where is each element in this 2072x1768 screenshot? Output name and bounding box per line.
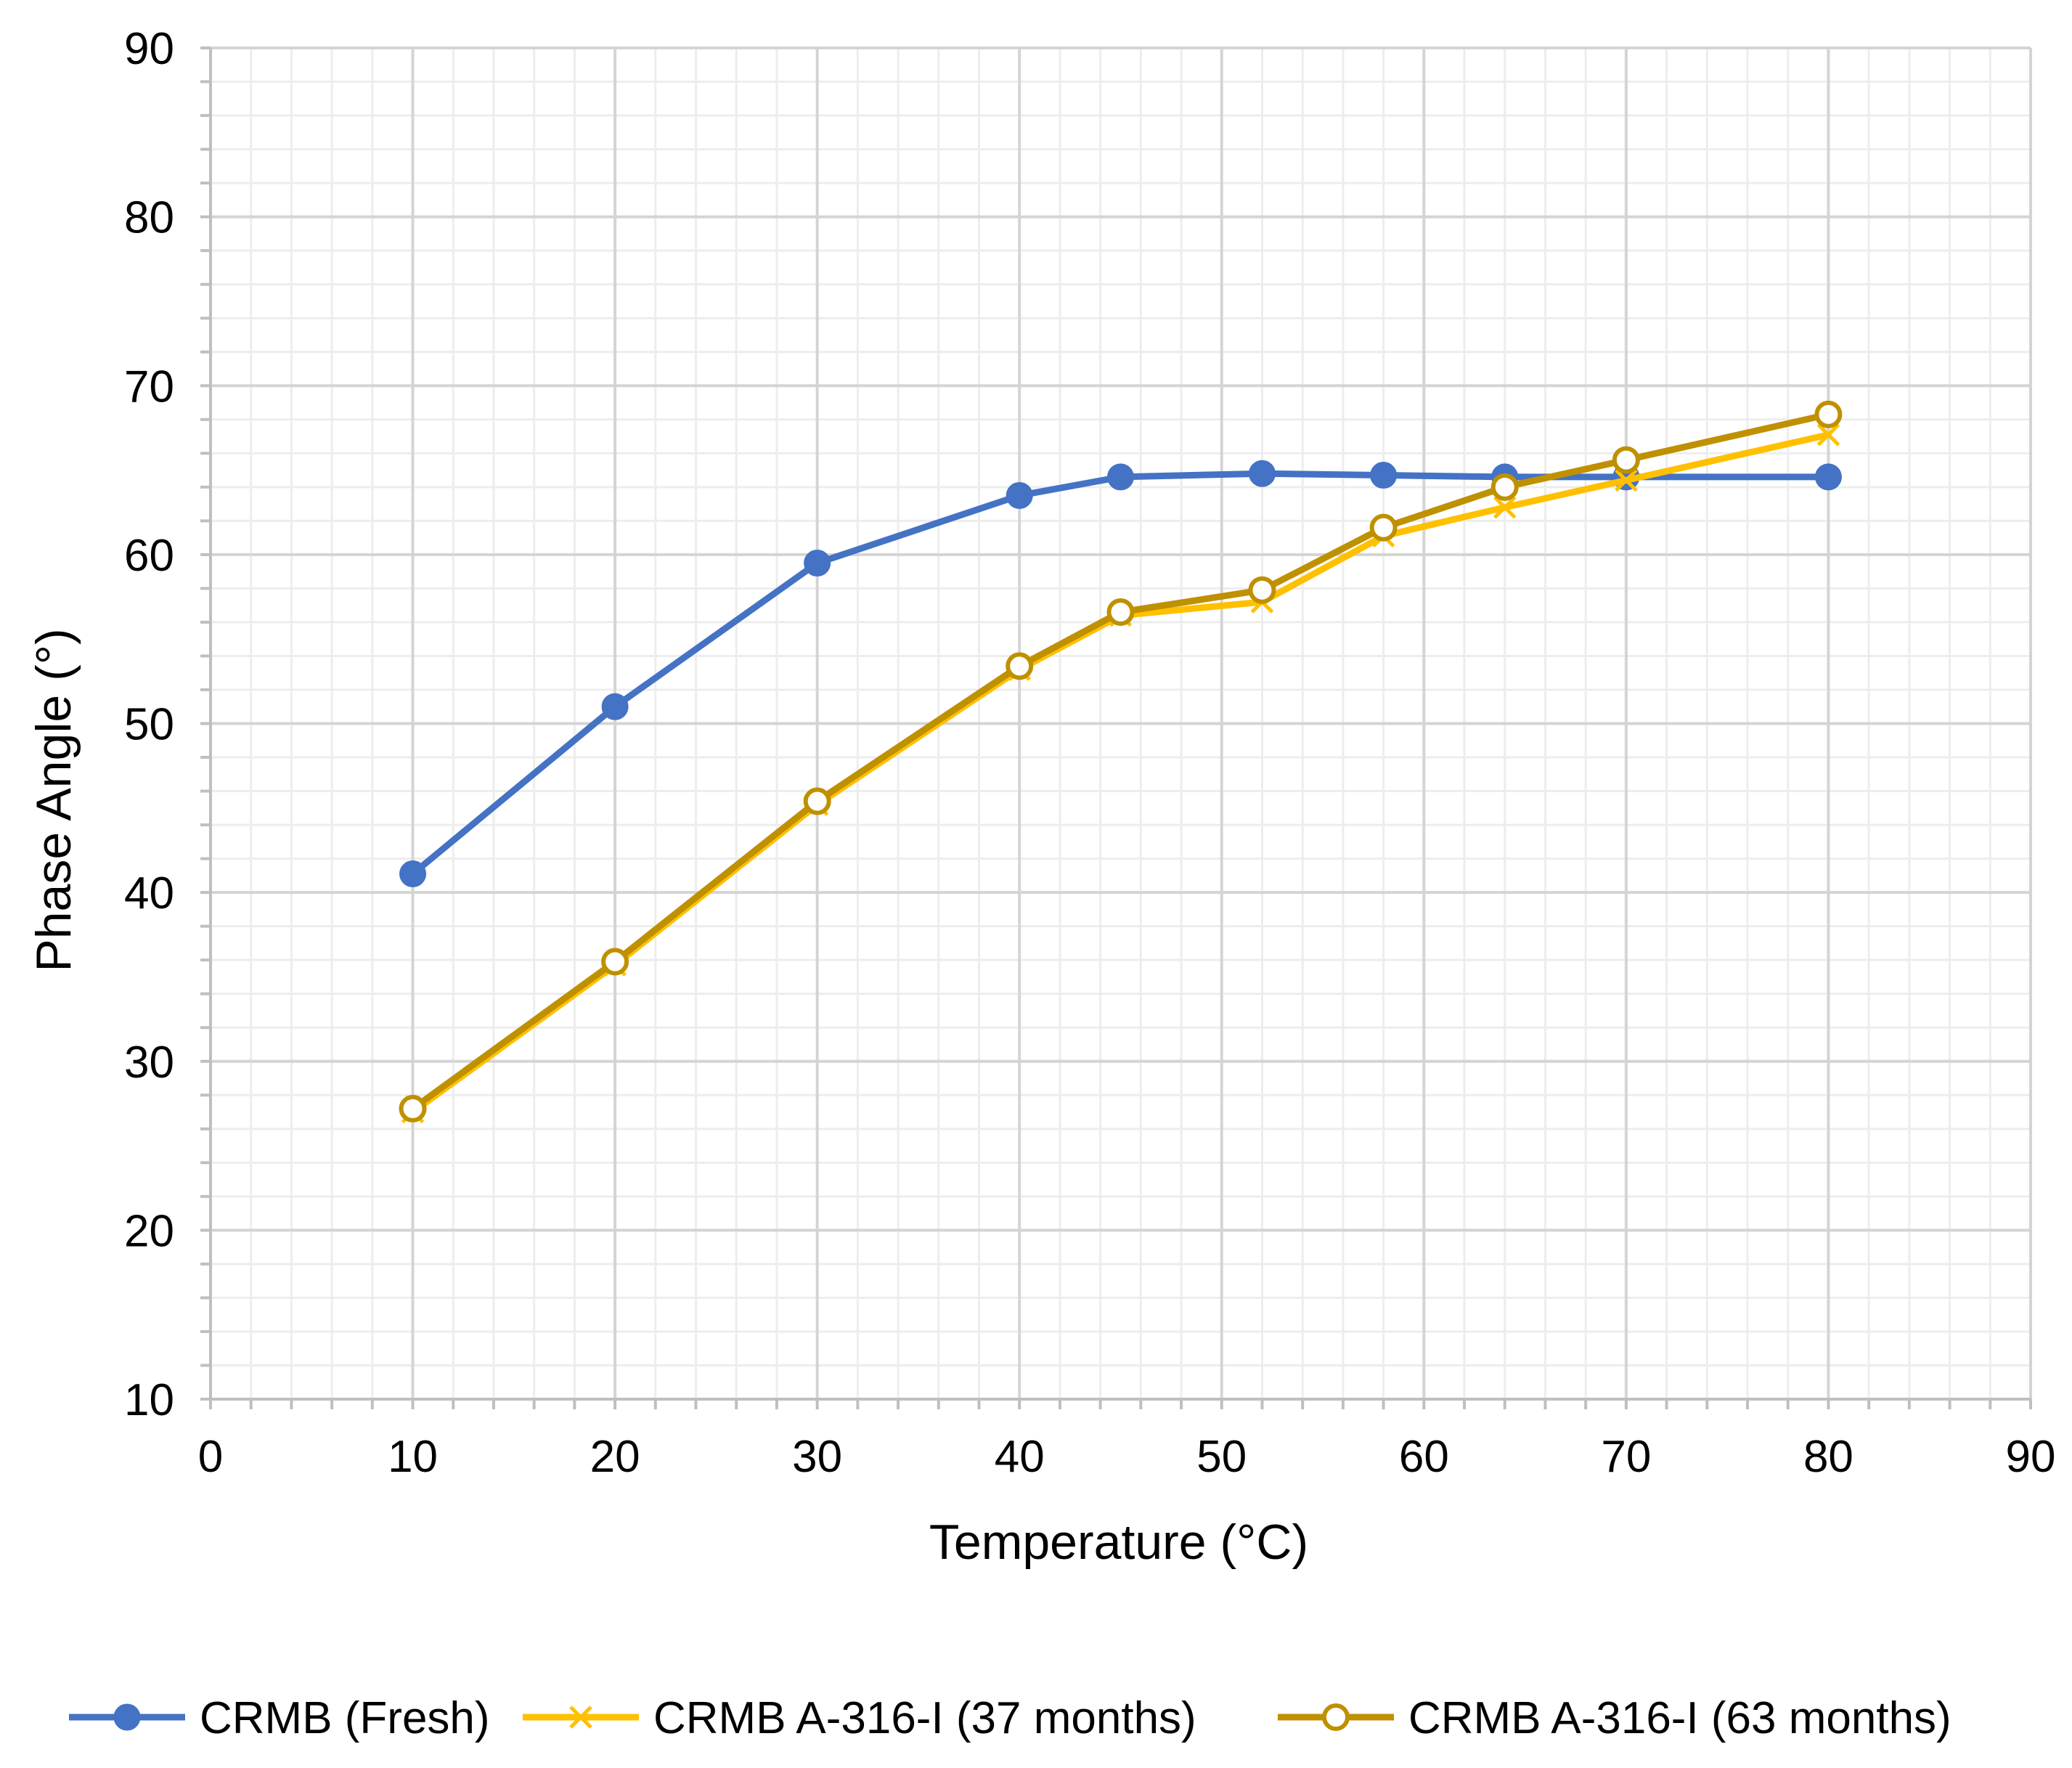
data-point bbox=[804, 550, 831, 577]
tick-labels: 0 10 20 30 40 50 60 70 80 90 10 20 30 40 50 60 70 80 90 bbox=[124, 24, 2055, 1482]
data-point bbox=[1814, 463, 1842, 491]
x-tick-label: 20 bbox=[590, 1432, 640, 1482]
y-tick-label: 30 bbox=[124, 1038, 174, 1088]
series-line bbox=[409, 470, 1832, 878]
x-tick-label: 60 bbox=[1399, 1432, 1449, 1482]
x-tick-label: 30 bbox=[792, 1432, 842, 1482]
x-marker-stroke bbox=[1493, 495, 1517, 519]
y-tick-label: 80 bbox=[124, 193, 174, 243]
data-point bbox=[1370, 462, 1398, 489]
x-tick-label: 0 bbox=[198, 1432, 223, 1482]
series-line bbox=[409, 431, 1832, 1116]
legend-label: CRMB A-316-I (37 months) bbox=[653, 1693, 1196, 1743]
y-tick-label: 50 bbox=[124, 700, 174, 750]
y-tick-label: 20 bbox=[124, 1206, 174, 1256]
data-point bbox=[1490, 473, 1519, 501]
legend: CRMB (Fresh) CRMB A-316-I (37 months) CRMB… bbox=[69, 1693, 1951, 1743]
y-tick-label: 60 bbox=[124, 531, 174, 581]
legend-label: CRMB A-316-I (63 months) bbox=[1408, 1693, 1951, 1743]
legend-marker bbox=[1322, 1703, 1350, 1731]
data-point bbox=[1107, 463, 1134, 491]
legend-marker bbox=[113, 1703, 141, 1731]
x-tick-label: 90 bbox=[2006, 1432, 2056, 1482]
y-tick-label: 10 bbox=[124, 1375, 174, 1425]
data-point bbox=[803, 787, 831, 815]
data-point bbox=[601, 693, 629, 720]
x-marker-stroke bbox=[1816, 423, 1840, 447]
legend-item-1: CRMB (Fresh) bbox=[69, 1693, 490, 1743]
legend-item-2: CRMB A-316-I (37 months) bbox=[523, 1693, 1196, 1743]
legend-item-3: CRMB A-316-I (63 months) bbox=[1278, 1693, 1951, 1743]
x-tick-label: 50 bbox=[1196, 1432, 1247, 1482]
series-line bbox=[409, 411, 1832, 1112]
series-2 bbox=[401, 423, 1840, 1124]
x-tick-label: 70 bbox=[1601, 1432, 1651, 1482]
data-point bbox=[1248, 460, 1276, 487]
x-marker-stroke bbox=[569, 1706, 592, 1729]
data-point bbox=[1006, 481, 1033, 509]
axes bbox=[200, 46, 2032, 1409]
data-point bbox=[399, 860, 427, 888]
series-3 bbox=[399, 400, 1843, 1123]
data-point bbox=[601, 948, 629, 976]
data-point bbox=[1814, 400, 1843, 428]
data-point bbox=[399, 1094, 427, 1123]
data-point bbox=[1615, 468, 1638, 492]
y-axis-title: Phase Angle (°) bbox=[26, 628, 81, 971]
data-point bbox=[1248, 576, 1276, 604]
y-tick-label: 40 bbox=[124, 868, 174, 918]
series-lines bbox=[399, 400, 1843, 1124]
data-point bbox=[1106, 598, 1135, 626]
x-tick-label: 10 bbox=[388, 1432, 438, 1482]
x-axis-title: Temperature (°C) bbox=[929, 1515, 1308, 1570]
data-point bbox=[1369, 513, 1398, 542]
data-point bbox=[1006, 652, 1034, 680]
x-marker-stroke bbox=[1615, 468, 1638, 492]
y-tick-label: 90 bbox=[124, 24, 174, 74]
legend-marker bbox=[569, 1706, 592, 1729]
legend-label: CRMB (Fresh) bbox=[200, 1693, 490, 1743]
data-point bbox=[1493, 495, 1517, 519]
data-point bbox=[1612, 446, 1640, 474]
y-tick-label: 70 bbox=[124, 362, 174, 412]
series-1 bbox=[399, 460, 1842, 888]
x-tick-label: 40 bbox=[995, 1432, 1045, 1482]
x-tick-label: 80 bbox=[1803, 1432, 1853, 1482]
data-point bbox=[1816, 423, 1840, 447]
